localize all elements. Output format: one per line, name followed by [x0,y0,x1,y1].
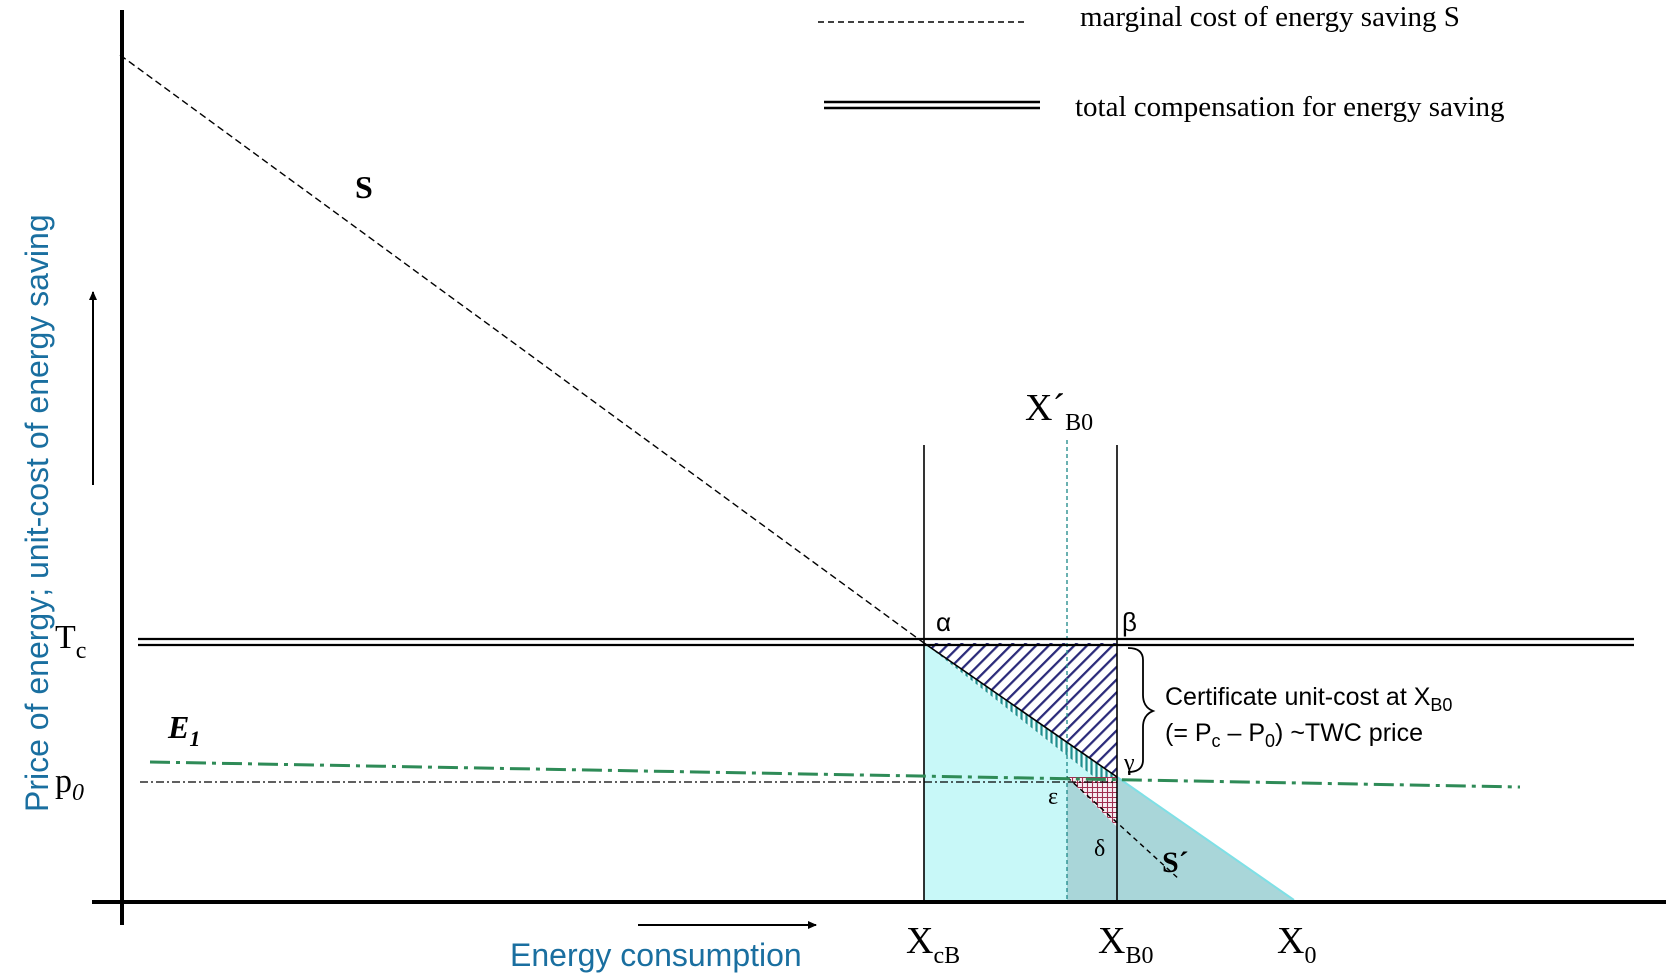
legend-dashed-label: marginal cost of energy saving S [1080,1,1460,33]
y-axis-label: Price of energy; unit-cost of energy sav… [19,214,55,812]
alpha-gamma-segment [923,642,1118,778]
tc-label: Tc [55,619,86,664]
legend-double-label: total compensation for energy saving [1075,91,1505,123]
xprime-b0-label: X´B0 [1025,387,1093,436]
p0-label: p0 [55,763,84,806]
annotation-line1: Certificate unit-cost at XB0 [1165,683,1452,715]
delta-label: δ [1094,836,1105,862]
x-axis-label: Energy consumption [510,937,802,973]
s-prime-curve [1066,776,1181,881]
epsilon-label: ε [1048,784,1058,810]
teal-overlap-area [1067,777,1294,900]
e1-label: E1 [167,709,200,751]
cyan-edge-line [1116,776,1295,901]
xb0-label: XB0 [1098,920,1153,969]
e1-green-line [149,760,1521,789]
s-prime-label: S´ [1162,846,1189,879]
annotation-brace [1127,647,1156,773]
alpha-label: α [936,607,951,637]
beta-label: β [1122,607,1137,637]
s-label: S [355,169,373,205]
crosshatched-triangle-epsilon-delta [1067,777,1117,827]
xcb-label: XcB [906,920,960,969]
s-curve [119,54,925,644]
x0-label: X0 [1277,920,1316,969]
gamma-label: γ [1123,750,1135,776]
annotation-line2: (= Pc – P0) ~TWC price [1165,719,1423,751]
